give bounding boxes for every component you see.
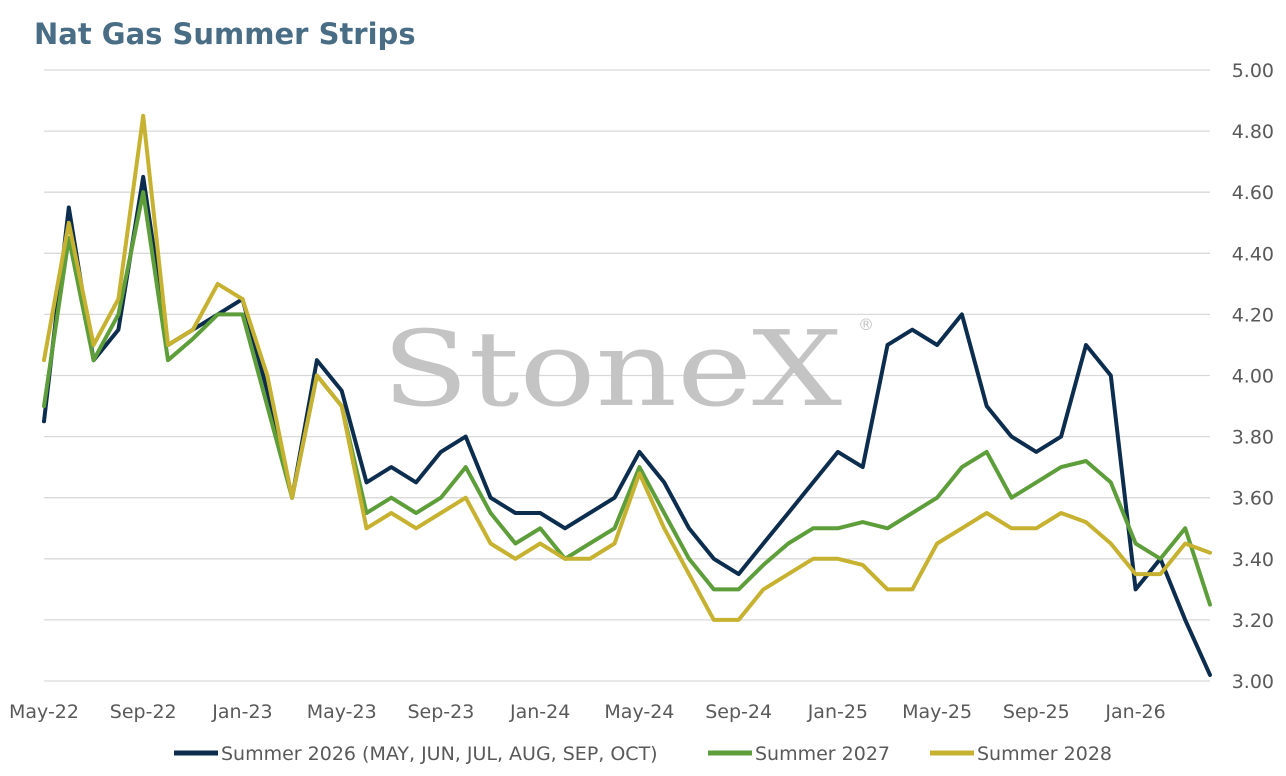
x-tick-label: Jan-25 [807,701,868,723]
y-tick-label: 3.00 [1232,671,1274,693]
x-tick-label: Sep-22 [110,701,177,723]
x-tick-label: May-25 [902,701,972,723]
y-tick-label: 3.20 [1232,610,1274,632]
y-tick-label: 3.40 [1232,549,1274,571]
y-tick-label: 4.80 [1232,121,1274,143]
x-tick-label: May-23 [307,701,377,723]
y-tick-label: 4.60 [1232,182,1274,204]
y-tick-label: 3.80 [1232,427,1274,449]
y-tick-label: 4.00 [1232,366,1274,388]
chart-title: Nat Gas Summer Strips [34,17,416,51]
y-tick-label: 5.00 [1232,60,1274,82]
x-tick-label: May-22 [9,701,79,723]
series-line-0 [42,174,1212,677]
series-line-2 [42,113,1212,622]
x-tick-label: Jan-23 [211,701,272,723]
series-lines [42,113,1212,677]
x-tick-label: Jan-26 [1104,701,1165,723]
watermark-text: StoneX [382,308,842,430]
x-tick-label: Sep-25 [1003,701,1070,723]
x-axis-ticks: May-22 Sep-22 Jan-23 May-23 Sep-23 Jan-24 May-… [9,701,1166,723]
legend-label: Summer 2027 [755,743,890,765]
y-tick-label: 4.40 [1232,243,1274,265]
stonex-watermark: StoneX ® [382,308,874,430]
watermark-registered-mark: ® [858,315,874,334]
series-line-1 [42,190,1212,607]
x-tick-label: May-24 [604,701,674,723]
x-tick-label: Sep-24 [705,701,772,723]
y-axis-ticks: 3.00 3.20 3.40 3.60 3.80 4.00 4.20 4.40 4.60 4.80… [1232,60,1274,693]
x-tick-label: Jan-24 [509,701,570,723]
x-tick-label: Sep-23 [408,701,475,723]
y-tick-label: 3.60 [1232,488,1274,510]
legend-label: Summer 2028 [977,743,1112,765]
y-tick-label: 4.20 [1232,304,1274,326]
legend: Summer 2026 (MAY, JUN, JUL, AUG, SEP, OC… [174,743,1112,765]
legend-label: Summer 2026 (MAY, JUN, JUL, AUG, SEP, OC… [221,743,658,765]
